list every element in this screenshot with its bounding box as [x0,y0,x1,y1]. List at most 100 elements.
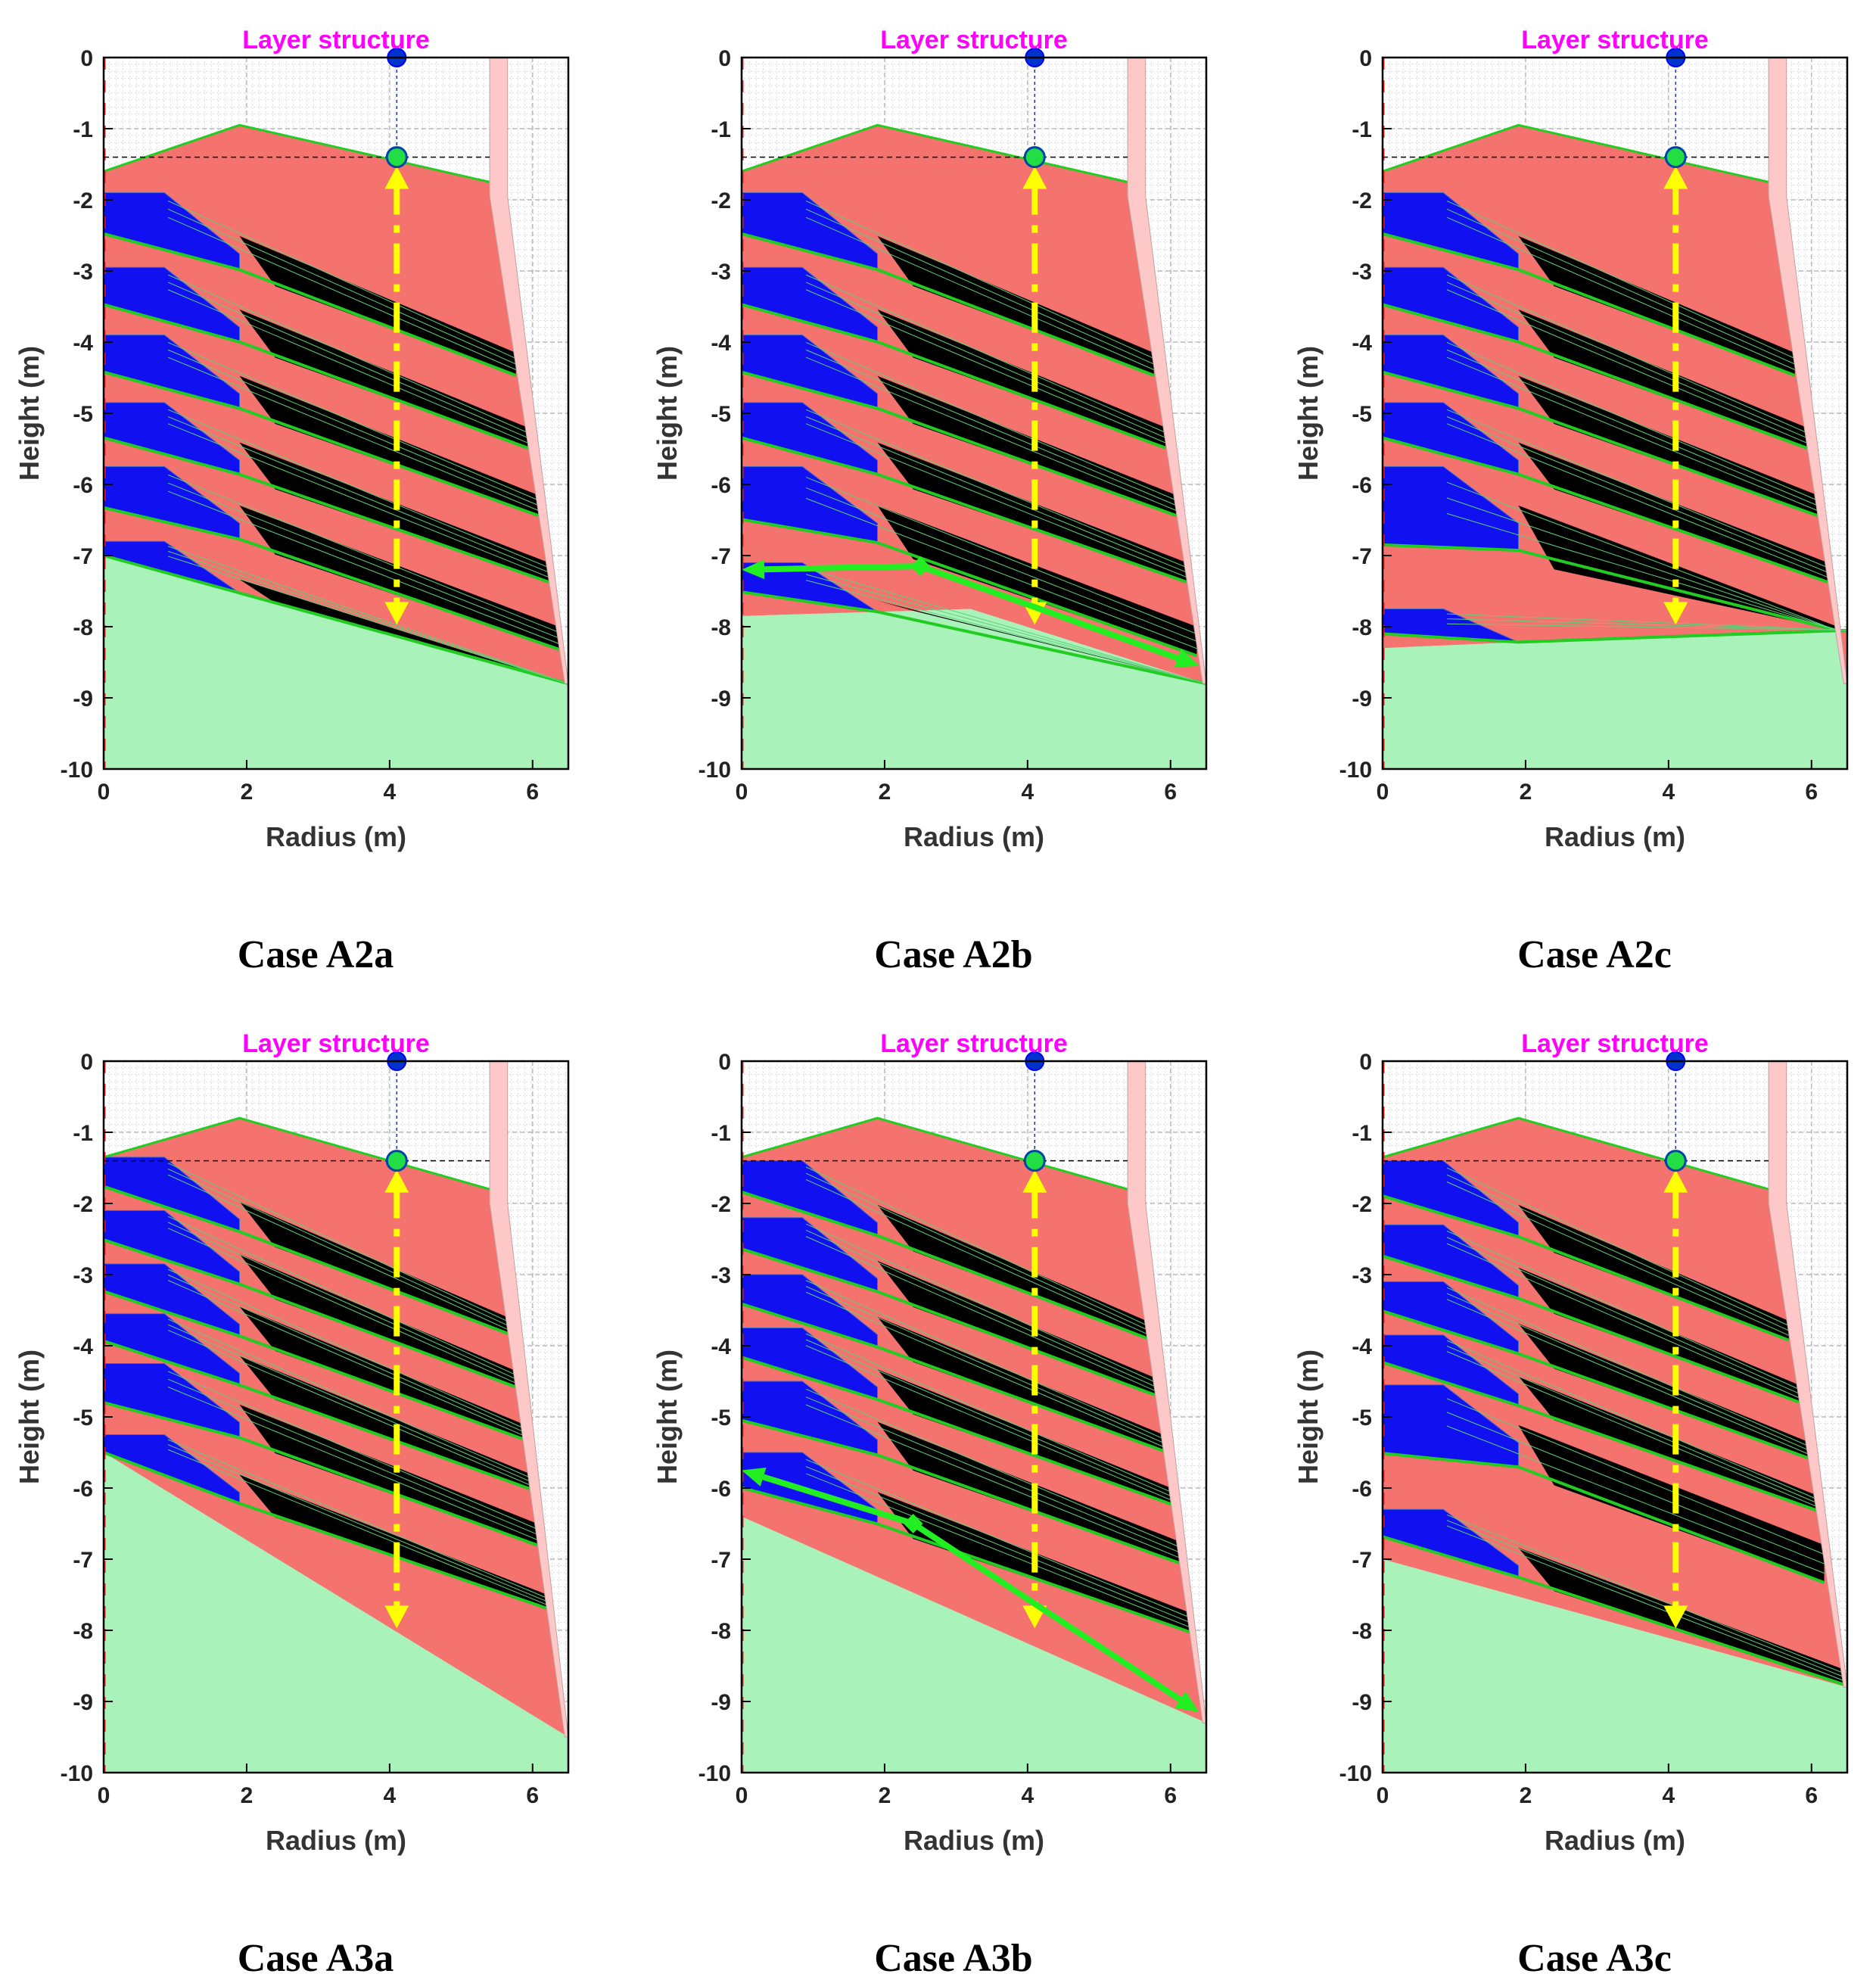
chart-panel-5: 0-1-2-3-4-5-6-7-8-9-100246Layer structur… [652,1029,1206,1980]
y-tick-label: -1 [73,117,93,142]
x-tick-label: 2 [1520,1783,1532,1808]
case-label: Case A2b [874,933,1032,976]
y-tick-label: -7 [73,1548,93,1573]
chart-panel-1: 0-1-2-3-4-5-6-7-8-9-100246Layer structur… [14,26,568,976]
y-tick-label: -6 [1352,1477,1372,1502]
y-tick-label: -5 [1352,402,1372,427]
x-tick-label: 0 [1377,1783,1389,1808]
y-tick-label: -3 [73,260,93,285]
x-axis-label: Radius (m) [266,821,406,852]
y-tick-label: -3 [711,260,731,285]
x-tick-label: 0 [1377,780,1389,805]
chart-panel-4: 0-1-2-3-4-5-6-7-8-9-100246Layer structur… [14,1029,568,1980]
y-tick-label: -8 [73,1619,93,1644]
y-tick-label: -6 [73,1477,93,1502]
x-tick-label: 6 [1805,780,1818,805]
y-tick-label: -8 [711,615,731,640]
y-tick-label: -5 [711,1406,731,1431]
y-tick-label: -5 [1352,1406,1372,1431]
y-tick-label: -2 [711,1192,731,1217]
y-tick-label: 0 [718,1050,731,1075]
y-tick-label: -6 [73,473,93,498]
y-tick-label: -10 [61,758,93,783]
case-label: Case A3b [874,1937,1032,1980]
y-tick-label: -9 [711,686,731,711]
panel-title: Layer structure [880,26,1068,54]
y-tick-label: -7 [73,544,93,569]
panel-title: Layer structure [880,1029,1068,1058]
x-tick-label: 0 [736,1783,748,1808]
flow-arrow-1 [764,566,920,569]
gauge-mid-marker [1666,148,1685,167]
x-tick-label: 4 [384,780,397,805]
y-tick-label: -10 [61,1761,93,1786]
x-tick-label: 4 [1022,780,1034,805]
y-tick-label: -10 [698,758,731,783]
chart-panel-6: 0-1-2-3-4-5-6-7-8-9-100246Layer structur… [1293,1029,1847,1980]
y-tick-label: -8 [1352,615,1372,640]
gauge-mid-marker [1666,1151,1685,1171]
chart-panel-2: 0-1-2-3-4-5-6-7-8-9-100246Layer structur… [652,26,1206,976]
y-axis-label: Height (m) [14,346,45,481]
x-tick-label: 0 [736,780,748,805]
x-tick-label: 2 [879,780,891,805]
figure: 0-1-2-3-4-5-6-7-8-9-100246Layer structur… [0,0,1876,1980]
panel-title: Layer structure [242,26,430,54]
y-tick-label: -9 [73,686,93,711]
x-tick-label: 2 [241,780,254,805]
y-tick-label: -10 [698,1761,731,1786]
y-tick-label: -10 [1339,1761,1372,1786]
x-tick-label: 4 [1663,780,1675,805]
panel-title: Layer structure [1521,26,1709,54]
y-tick-label: -5 [73,402,93,427]
y-tick-label: -8 [1352,1619,1372,1644]
y-tick-label: -9 [73,1690,93,1715]
y-tick-label: -6 [1352,473,1372,498]
x-tick-label: 4 [1663,1783,1675,1808]
y-tick-label: -1 [1352,1121,1372,1146]
x-tick-label: 0 [98,780,110,805]
y-tick-label: -3 [711,1263,731,1288]
y-tick-label: -4 [73,331,93,356]
y-axis-label: Height (m) [14,1350,45,1484]
y-tick-label: 0 [80,1050,93,1075]
gauge-mid-marker [387,1151,406,1171]
y-tick-label: -2 [73,188,93,213]
x-tick-label: 4 [1022,1783,1034,1808]
y-tick-label: -5 [73,1406,93,1431]
y-tick-label: 0 [718,46,731,71]
y-tick-label: 0 [1359,1050,1372,1075]
y-tick-label: -7 [1352,1548,1372,1573]
x-tick-label: 2 [241,1783,254,1808]
x-axis-label: Radius (m) [266,1825,406,1856]
x-tick-label: 2 [1520,780,1532,805]
gauge-mid-marker [387,148,406,167]
y-tick-label: 0 [1359,46,1372,71]
x-tick-label: 6 [1164,1783,1177,1808]
y-tick-label: -1 [711,117,731,142]
y-axis-label: Height (m) [652,1350,683,1484]
y-tick-label: -9 [1352,686,1372,711]
case-label: Case A3a [238,1937,394,1980]
y-tick-label: -6 [711,1477,731,1502]
panel-title: Layer structure [242,1029,430,1058]
case-label: Case A2c [1517,933,1672,976]
y-tick-label: -2 [73,1192,93,1217]
x-axis-label: Radius (m) [904,821,1044,852]
y-axis-label: Height (m) [652,346,683,481]
foundation-zone [1383,630,1847,769]
y-tick-label: -2 [1352,188,1372,213]
x-tick-label: 4 [384,1783,397,1808]
y-tick-label: -7 [1352,544,1372,569]
y-tick-label: -10 [1339,758,1372,783]
y-tick-label: -3 [73,1263,93,1288]
y-tick-label: -4 [711,1334,731,1359]
case-label: Case A2a [238,933,394,976]
gauge-mid-marker [1025,1151,1044,1171]
y-tick-label: -2 [711,188,731,213]
x-tick-label: 0 [98,1783,110,1808]
y-tick-label: -3 [1352,260,1372,285]
y-tick-label: -3 [1352,1263,1372,1288]
y-tick-label: 0 [80,46,93,71]
x-tick-label: 6 [1805,1783,1818,1808]
